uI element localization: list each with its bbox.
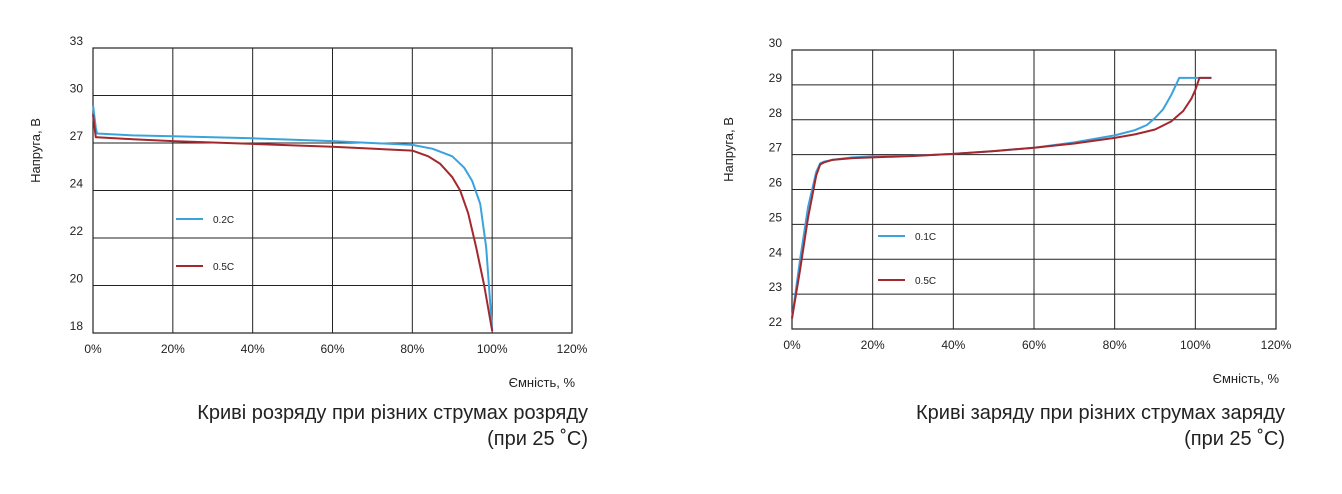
left-y-tick-label: 33 xyxy=(70,34,84,48)
left-legend-label-0-2C: 0.2C xyxy=(213,215,234,226)
left-y-tick-label: 24 xyxy=(70,177,84,191)
left-x-tick-label: 60% xyxy=(320,342,344,356)
right-series-line-0-5C xyxy=(791,76,1212,319)
left-y-axis-label: Напруга, В xyxy=(28,118,43,183)
right-x-tick-label: 120% xyxy=(1261,338,1292,352)
right-y-tick-label: 28 xyxy=(769,106,783,120)
right-caption-line1: Криві заряду при різних струмах заряду xyxy=(916,402,1285,424)
left-x-tick-label: 120% xyxy=(557,342,588,356)
right-x-tick-label: 40% xyxy=(941,338,965,352)
left-y-tick-label: 27 xyxy=(70,129,84,143)
right-x-tick-label: 20% xyxy=(861,338,885,352)
left-x-tick-label: 40% xyxy=(241,342,265,356)
left-x-tick-label: 100% xyxy=(477,342,508,356)
right-x-tick-label: 60% xyxy=(1022,338,1046,352)
right-x-tick-label: 0% xyxy=(783,338,801,352)
right-y-tick-label: 30 xyxy=(769,36,783,50)
right-series-line-0-1C xyxy=(791,76,1212,319)
right-y-axis-label: Напруга, В xyxy=(721,117,736,182)
left-y-tick-label: 22 xyxy=(70,224,84,238)
left-x-axis-label: Ємність, % xyxy=(509,375,576,390)
left-series-line-0-2C xyxy=(92,104,494,332)
right-y-tick-label: 27 xyxy=(769,141,783,155)
left-x-tick-label: 20% xyxy=(161,342,185,356)
left-caption-line2: (при 25 ˚C) xyxy=(487,428,588,450)
left-x-tick-label: 80% xyxy=(400,342,424,356)
right-x-axis-label: Ємність, % xyxy=(1213,371,1280,386)
left-chart-caption: Криві розряду при різних струмах розряду… xyxy=(70,400,588,452)
right-plot-frame xyxy=(791,49,1277,330)
left-legend-label-0-5C: 0.5C xyxy=(213,262,234,273)
left-caption-line1: Криві розряду при різних струмах розряду xyxy=(197,402,588,424)
right-y-tick-label: 25 xyxy=(769,210,783,224)
right-legend-label-0-1C: 0.1C xyxy=(915,232,936,243)
right-y-tick-label: 29 xyxy=(769,71,783,85)
left-y-tick-label: 20 xyxy=(70,272,84,286)
right-y-tick-label: 22 xyxy=(769,315,783,329)
left-plot-frame xyxy=(92,47,573,334)
right-caption-line2: (при 25 ˚C) xyxy=(1184,428,1285,450)
left-y-tick-label: 30 xyxy=(70,82,84,96)
right-x-tick-label: 100% xyxy=(1180,338,1211,352)
right-legend-label-0-5C: 0.5C xyxy=(915,276,936,287)
left-y-tick-label: 18 xyxy=(70,319,84,333)
left-series-line-0-5C xyxy=(92,114,494,332)
right-y-tick-label: 23 xyxy=(769,280,783,294)
right-y-tick-label: 24 xyxy=(769,245,783,259)
left-x-tick-label: 0% xyxy=(84,342,102,356)
right-x-tick-label: 80% xyxy=(1103,338,1127,352)
right-y-tick-label: 26 xyxy=(769,176,783,190)
right-chart-caption: Криві заряду при різних струмах заряду (… xyxy=(760,400,1285,452)
